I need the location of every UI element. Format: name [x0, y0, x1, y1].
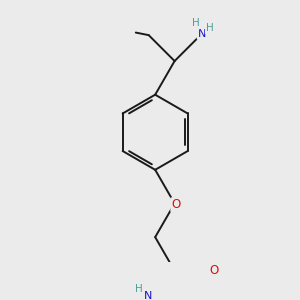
Text: H: H	[206, 23, 213, 33]
Text: O: O	[171, 198, 181, 211]
Text: H: H	[135, 284, 143, 294]
Text: N: N	[144, 291, 152, 300]
Text: O: O	[209, 264, 219, 277]
Text: H: H	[192, 19, 200, 28]
Text: N: N	[198, 29, 206, 39]
